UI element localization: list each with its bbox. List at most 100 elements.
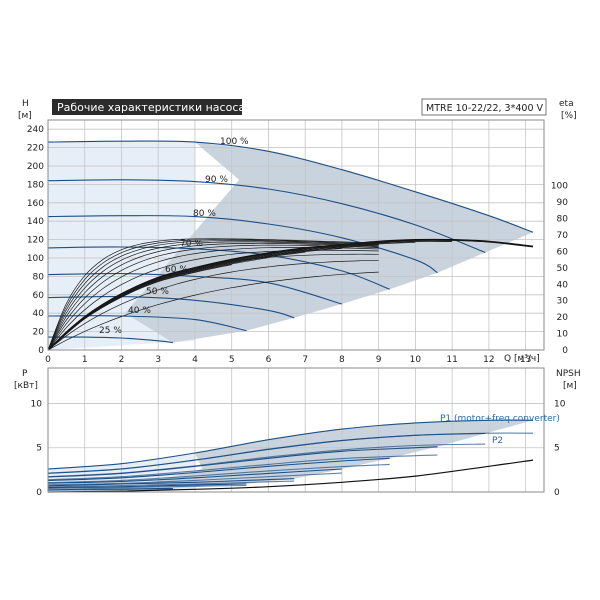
model-box bbox=[421, 98, 547, 116]
y-right-label-upper: eta bbox=[559, 99, 574, 109]
lower-power-curves bbox=[47, 419, 534, 493]
x-tick-label: 2 bbox=[119, 355, 125, 365]
y-right-unit-lower: [м] bbox=[563, 381, 577, 391]
y-left-tick-label: 40 bbox=[33, 309, 45, 319]
speed-label: 100 % bbox=[220, 137, 249, 147]
speed-label: 80 % bbox=[193, 209, 216, 219]
power-curve-p2-25pct bbox=[47, 488, 173, 491]
x-tick-label: 13 bbox=[520, 355, 531, 365]
legend-p1: P1 (motor+freq.converter) bbox=[440, 414, 560, 424]
upper-grid bbox=[47, 120, 544, 351]
efficiency-hook-curve bbox=[47, 241, 379, 351]
y-left-unit-upper: [м] bbox=[18, 111, 32, 121]
x-tick-label: 11 bbox=[446, 355, 457, 365]
chart-title-background bbox=[52, 99, 242, 115]
head-curve-80pct bbox=[47, 215, 438, 274]
x-tick-label: 1 bbox=[82, 355, 88, 365]
power-curve-p2-60pct bbox=[47, 472, 342, 486]
efficiency-curves bbox=[47, 238, 534, 351]
speed-label: 60 % bbox=[165, 265, 188, 275]
head-curve-70pct bbox=[47, 246, 390, 290]
y-right-tick-label: 90 bbox=[557, 198, 569, 208]
y-right-tick-label-lower: 10 bbox=[554, 399, 566, 409]
speed-label: 25 % bbox=[99, 326, 122, 336]
x-tick-label: 12 bbox=[483, 355, 494, 365]
head-curve-100pct bbox=[47, 140, 534, 233]
power-curve-p1-40pct bbox=[47, 483, 247, 489]
y-left-tick-label: 220 bbox=[27, 144, 44, 154]
npsh-curve bbox=[47, 459, 534, 493]
chart-title: Рабочие характеристики насоса bbox=[57, 101, 245, 114]
power-curve-p1-80pct bbox=[47, 446, 438, 478]
x-tick-label: 8 bbox=[339, 355, 345, 365]
head-curve-90pct bbox=[47, 179, 486, 254]
x-tick-label: 5 bbox=[229, 355, 235, 365]
lower-axes: 0 5 10 0 5 10 bbox=[31, 367, 566, 498]
efficiency-hook-curve bbox=[47, 244, 379, 351]
lower-operating-region bbox=[143, 420, 533, 489]
y-right-tick-label-lower: 5 bbox=[554, 444, 560, 454]
y-right-tick-label: 70 bbox=[557, 231, 569, 241]
power-curve-p1-50pct bbox=[47, 478, 295, 487]
x-tick-label: 6 bbox=[266, 355, 272, 365]
y-right-tick-label: 50 bbox=[557, 264, 569, 274]
y-left-tick-label: 140 bbox=[27, 217, 44, 227]
y-right-tick-label: 30 bbox=[557, 297, 569, 307]
y-left-tick-label-lower: 5 bbox=[36, 444, 42, 454]
x-tick-label: 0 bbox=[45, 355, 51, 365]
x-tick-label: 4 bbox=[192, 355, 198, 365]
upper-axes: 0 1 2 3 4 5 6 7 8 9 10 11 12 130204060801001201401601… bbox=[27, 119, 569, 365]
y-left-tick-label: 160 bbox=[27, 199, 44, 209]
speed-label: 70 % bbox=[180, 239, 203, 249]
upper-range-fill bbox=[48, 141, 533, 350]
y-left-tick-label: 20 bbox=[33, 328, 45, 338]
y-right-tick-label: 40 bbox=[557, 280, 569, 290]
y-left-tick-label: 240 bbox=[27, 125, 44, 135]
efficiency-hook-curve bbox=[47, 259, 379, 351]
speed-label: 50 % bbox=[146, 287, 169, 297]
x-tick-label: 7 bbox=[302, 355, 308, 365]
y-left-tick-label: 120 bbox=[27, 236, 44, 246]
y-right-tick-label: 60 bbox=[557, 247, 569, 257]
y-left-tick-label-lower: 0 bbox=[36, 488, 42, 498]
y-left-unit-lower: [кВт] bbox=[14, 381, 38, 391]
y-right-unit-upper: [%] bbox=[561, 111, 577, 121]
lower-frame bbox=[47, 367, 545, 493]
efficiency-hook-curve bbox=[47, 242, 379, 351]
efficiency-curve-reduced bbox=[47, 264, 232, 351]
efficiency-hook-curve bbox=[47, 238, 379, 351]
x-tick-label: 9 bbox=[376, 355, 382, 365]
upper-frame bbox=[47, 119, 545, 351]
power-curve-p1-90pct bbox=[47, 432, 486, 474]
y-left-tick-label: 200 bbox=[27, 162, 44, 172]
x-tick-label: 3 bbox=[155, 355, 161, 365]
x-axis-label: Q [м³/ч] bbox=[504, 354, 540, 364]
head-curve-60pct bbox=[47, 272, 343, 305]
y-right-tick-label: 10 bbox=[557, 330, 569, 340]
y-right-tick-label: 0 bbox=[562, 346, 568, 356]
power-curve-p1-60pct bbox=[47, 468, 342, 484]
power-curve-p1-100pct bbox=[47, 419, 534, 470]
power-curve-p2-70pct bbox=[47, 463, 390, 484]
y-left-tick-label: 0 bbox=[38, 346, 44, 356]
efficiency-hook-curve bbox=[47, 247, 379, 351]
pump-model: MTRE 10-22/22, 3*400 V bbox=[426, 103, 544, 114]
y-right-tick-label: 100 bbox=[551, 182, 568, 192]
efficiency-hook-curve bbox=[47, 271, 379, 351]
head-curve-50pct bbox=[47, 295, 295, 319]
power-curve-p2-40pct bbox=[47, 484, 247, 489]
power-curve-p2-80pct bbox=[47, 454, 438, 481]
y-left-tick-label: 180 bbox=[27, 180, 44, 190]
efficiency-hook-curve bbox=[47, 239, 379, 351]
power-curve-p2-50pct bbox=[47, 480, 295, 488]
power-curve-p1-70pct bbox=[47, 457, 390, 482]
y-left-tick-label: 80 bbox=[33, 272, 45, 282]
y-right-tick-label-lower: 0 bbox=[554, 488, 560, 498]
head-curve-40pct bbox=[47, 315, 247, 332]
efficiency-hook-curve bbox=[47, 249, 379, 351]
efficiency-hook-curve bbox=[47, 240, 379, 351]
y-left-tick-label: 100 bbox=[27, 254, 44, 264]
y-right-tick-label: 20 bbox=[557, 313, 569, 323]
speed-label: 90 % bbox=[205, 175, 228, 185]
